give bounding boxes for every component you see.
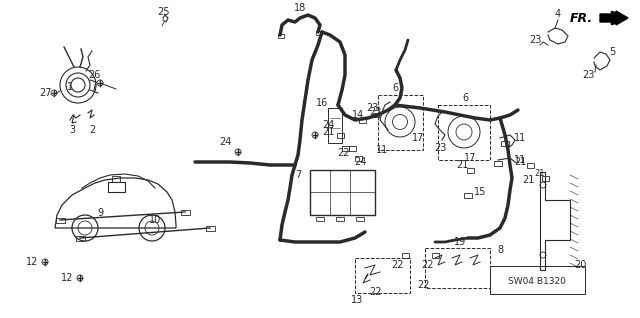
Text: 25: 25 bbox=[157, 7, 169, 17]
Bar bbox=[76, 236, 84, 240]
Text: 19: 19 bbox=[454, 237, 466, 247]
Text: 12: 12 bbox=[26, 257, 38, 267]
Text: 13: 13 bbox=[351, 295, 363, 305]
Text: 22: 22 bbox=[392, 260, 404, 270]
Text: 16: 16 bbox=[316, 98, 328, 108]
Text: 11: 11 bbox=[514, 133, 526, 143]
Text: 21: 21 bbox=[522, 175, 534, 185]
Text: 8: 8 bbox=[497, 245, 503, 255]
Text: 26: 26 bbox=[88, 70, 100, 80]
Bar bbox=[527, 162, 534, 168]
Text: 27: 27 bbox=[40, 88, 52, 98]
Text: 23: 23 bbox=[366, 103, 378, 113]
Bar bbox=[349, 146, 355, 150]
Text: 4: 4 bbox=[555, 9, 561, 19]
Text: 23: 23 bbox=[582, 70, 594, 80]
Bar bbox=[355, 156, 362, 161]
Text: SW04 B1320: SW04 B1320 bbox=[508, 278, 566, 287]
Text: 7: 7 bbox=[295, 170, 301, 180]
Text: 22: 22 bbox=[369, 287, 381, 297]
Text: 5: 5 bbox=[609, 47, 615, 57]
Text: 9: 9 bbox=[97, 208, 103, 218]
Bar bbox=[464, 192, 472, 197]
Bar bbox=[438, 105, 490, 160]
Text: 10: 10 bbox=[149, 215, 161, 225]
Text: 17: 17 bbox=[464, 153, 476, 163]
Bar bbox=[467, 168, 474, 172]
Bar bbox=[541, 176, 548, 181]
Text: FR.: FR. bbox=[570, 11, 593, 24]
Text: 22: 22 bbox=[338, 148, 350, 158]
Text: 11: 11 bbox=[514, 155, 526, 165]
Text: 1: 1 bbox=[67, 82, 73, 92]
Text: 14: 14 bbox=[352, 110, 364, 120]
Text: 6: 6 bbox=[392, 83, 398, 93]
Bar bbox=[205, 225, 214, 231]
Text: 17: 17 bbox=[412, 133, 424, 143]
Text: 11: 11 bbox=[376, 145, 388, 155]
Bar bbox=[356, 217, 364, 221]
Bar bbox=[342, 146, 349, 150]
Bar bbox=[425, 248, 490, 288]
Bar bbox=[358, 117, 365, 122]
Text: 21: 21 bbox=[322, 127, 334, 137]
Text: 2: 2 bbox=[89, 125, 95, 135]
Text: 23: 23 bbox=[369, 107, 381, 117]
Bar bbox=[378, 95, 423, 150]
Text: 21: 21 bbox=[514, 157, 526, 167]
Bar bbox=[180, 210, 189, 215]
Bar bbox=[355, 258, 410, 293]
Bar bbox=[373, 113, 379, 117]
FancyArrow shape bbox=[600, 11, 628, 25]
Bar bbox=[490, 266, 585, 294]
Text: 21: 21 bbox=[456, 160, 468, 170]
Text: 23: 23 bbox=[434, 143, 446, 153]
Text: 21: 21 bbox=[535, 169, 545, 177]
Bar bbox=[401, 252, 408, 258]
Bar bbox=[328, 108, 342, 143]
Bar bbox=[316, 217, 324, 221]
Bar bbox=[431, 252, 438, 258]
Text: 23: 23 bbox=[529, 35, 541, 45]
Text: 24: 24 bbox=[354, 157, 366, 167]
Text: 18: 18 bbox=[294, 3, 306, 13]
Bar bbox=[337, 133, 344, 137]
Bar bbox=[278, 34, 284, 38]
Text: 6: 6 bbox=[462, 93, 468, 103]
Text: 3: 3 bbox=[69, 125, 75, 135]
Text: 24: 24 bbox=[219, 137, 231, 147]
Bar bbox=[336, 217, 344, 221]
Text: 24: 24 bbox=[322, 120, 334, 130]
Bar bbox=[501, 141, 509, 146]
Text: 15: 15 bbox=[474, 187, 486, 197]
Bar bbox=[310, 170, 375, 215]
Bar bbox=[56, 218, 65, 223]
Text: 22: 22 bbox=[418, 280, 430, 290]
Text: 20: 20 bbox=[574, 260, 586, 270]
Text: 22: 22 bbox=[422, 260, 435, 270]
Bar bbox=[494, 161, 502, 165]
Text: 12: 12 bbox=[61, 273, 73, 283]
Bar bbox=[316, 31, 322, 35]
